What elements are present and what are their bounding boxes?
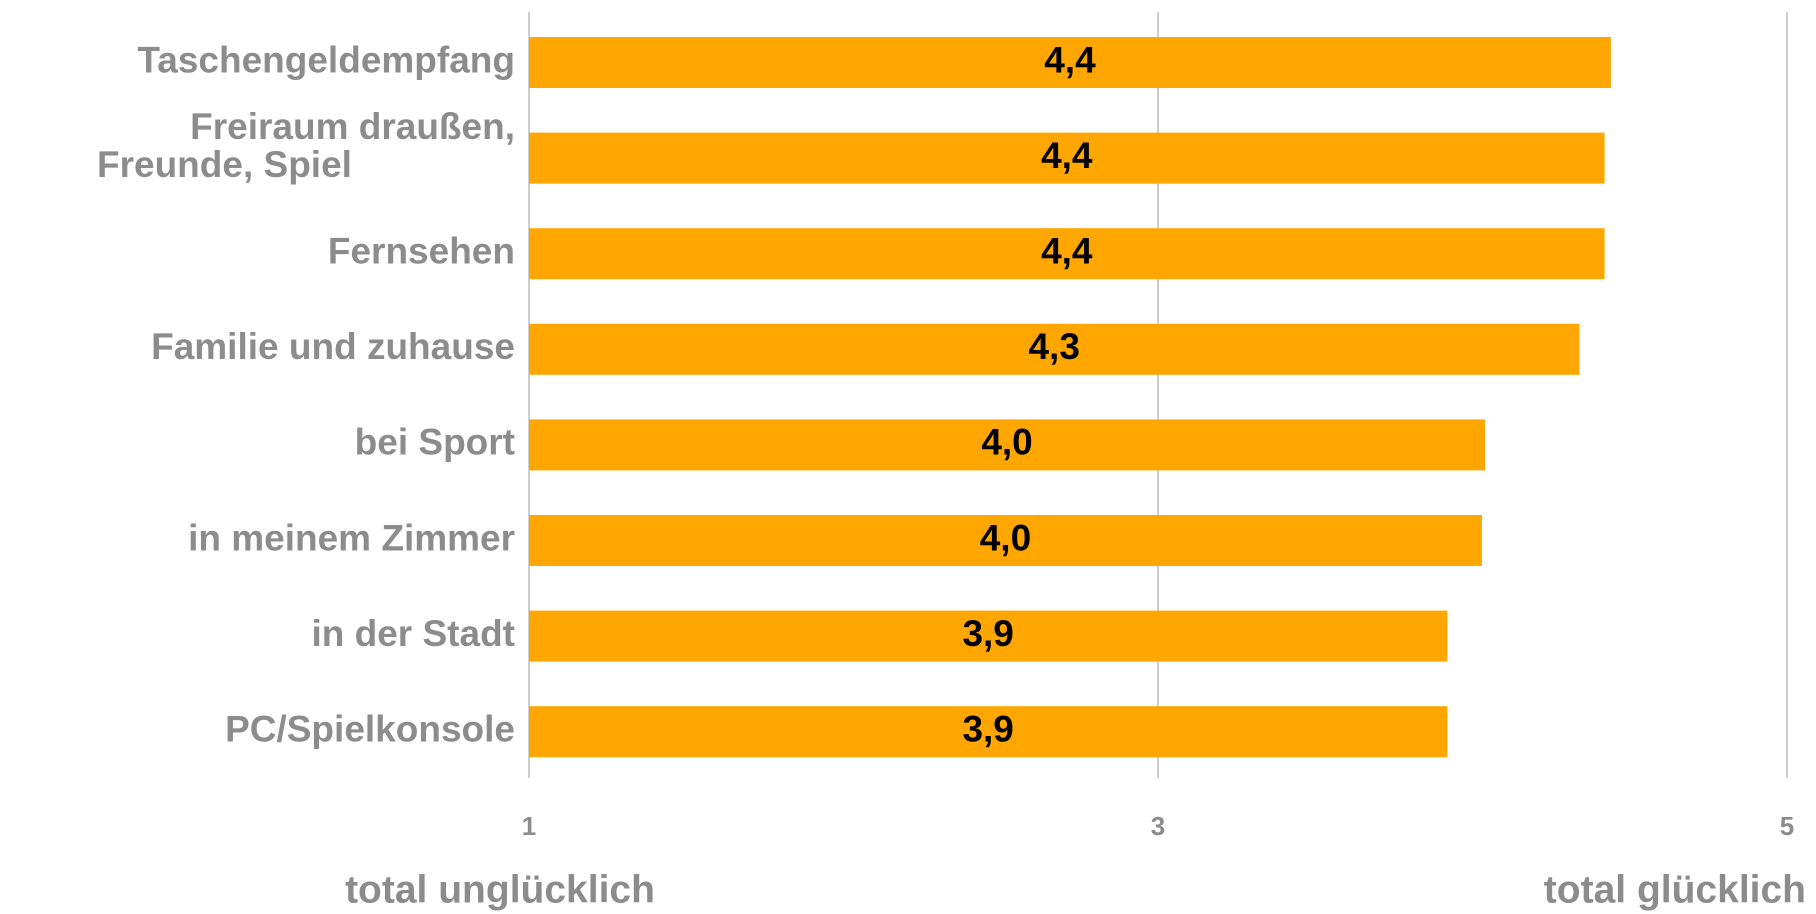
bar: [529, 706, 1448, 758]
value-label: 4,0: [980, 517, 1031, 558]
value-label: 4,4: [1044, 39, 1096, 80]
y-tick-label: Familie und zuhause: [151, 326, 515, 367]
bar: [529, 515, 1482, 566]
value-label: 4,4: [1041, 135, 1093, 176]
value-label: 4,4: [1041, 230, 1093, 271]
value-label: 4,0: [981, 422, 1032, 463]
value-label: 3,9: [962, 708, 1013, 749]
y-tick-label: Freiraum draußen, Freunde, Spiel: [97, 106, 515, 185]
bar: [529, 419, 1486, 471]
value-label: 4,3: [1028, 326, 1079, 367]
y-tick-label: PC/Spielkonsole: [225, 708, 515, 749]
y-tick-label: bei Sport: [355, 422, 515, 463]
x-tick-label: 3: [1151, 811, 1165, 841]
bar: [529, 323, 1580, 375]
value-label: 3,9: [962, 613, 1013, 654]
x-axis-label-left: total unglücklich: [345, 868, 655, 911]
y-tick-label: Fernsehen: [328, 230, 515, 271]
y-tick-label: in meinem Zimmer: [188, 517, 515, 558]
x-tick-label: 5: [1780, 811, 1794, 841]
bar: [529, 610, 1448, 662]
x-tick-label: 1: [522, 811, 536, 841]
y-tick-label: in der Stadt: [311, 613, 515, 654]
bar: [529, 228, 1605, 280]
bar: [529, 132, 1605, 184]
y-tick-label: Taschengeldempfang: [137, 39, 515, 80]
x-axis-label-right: total glücklich: [1544, 868, 1806, 911]
bar: [529, 37, 1611, 88]
